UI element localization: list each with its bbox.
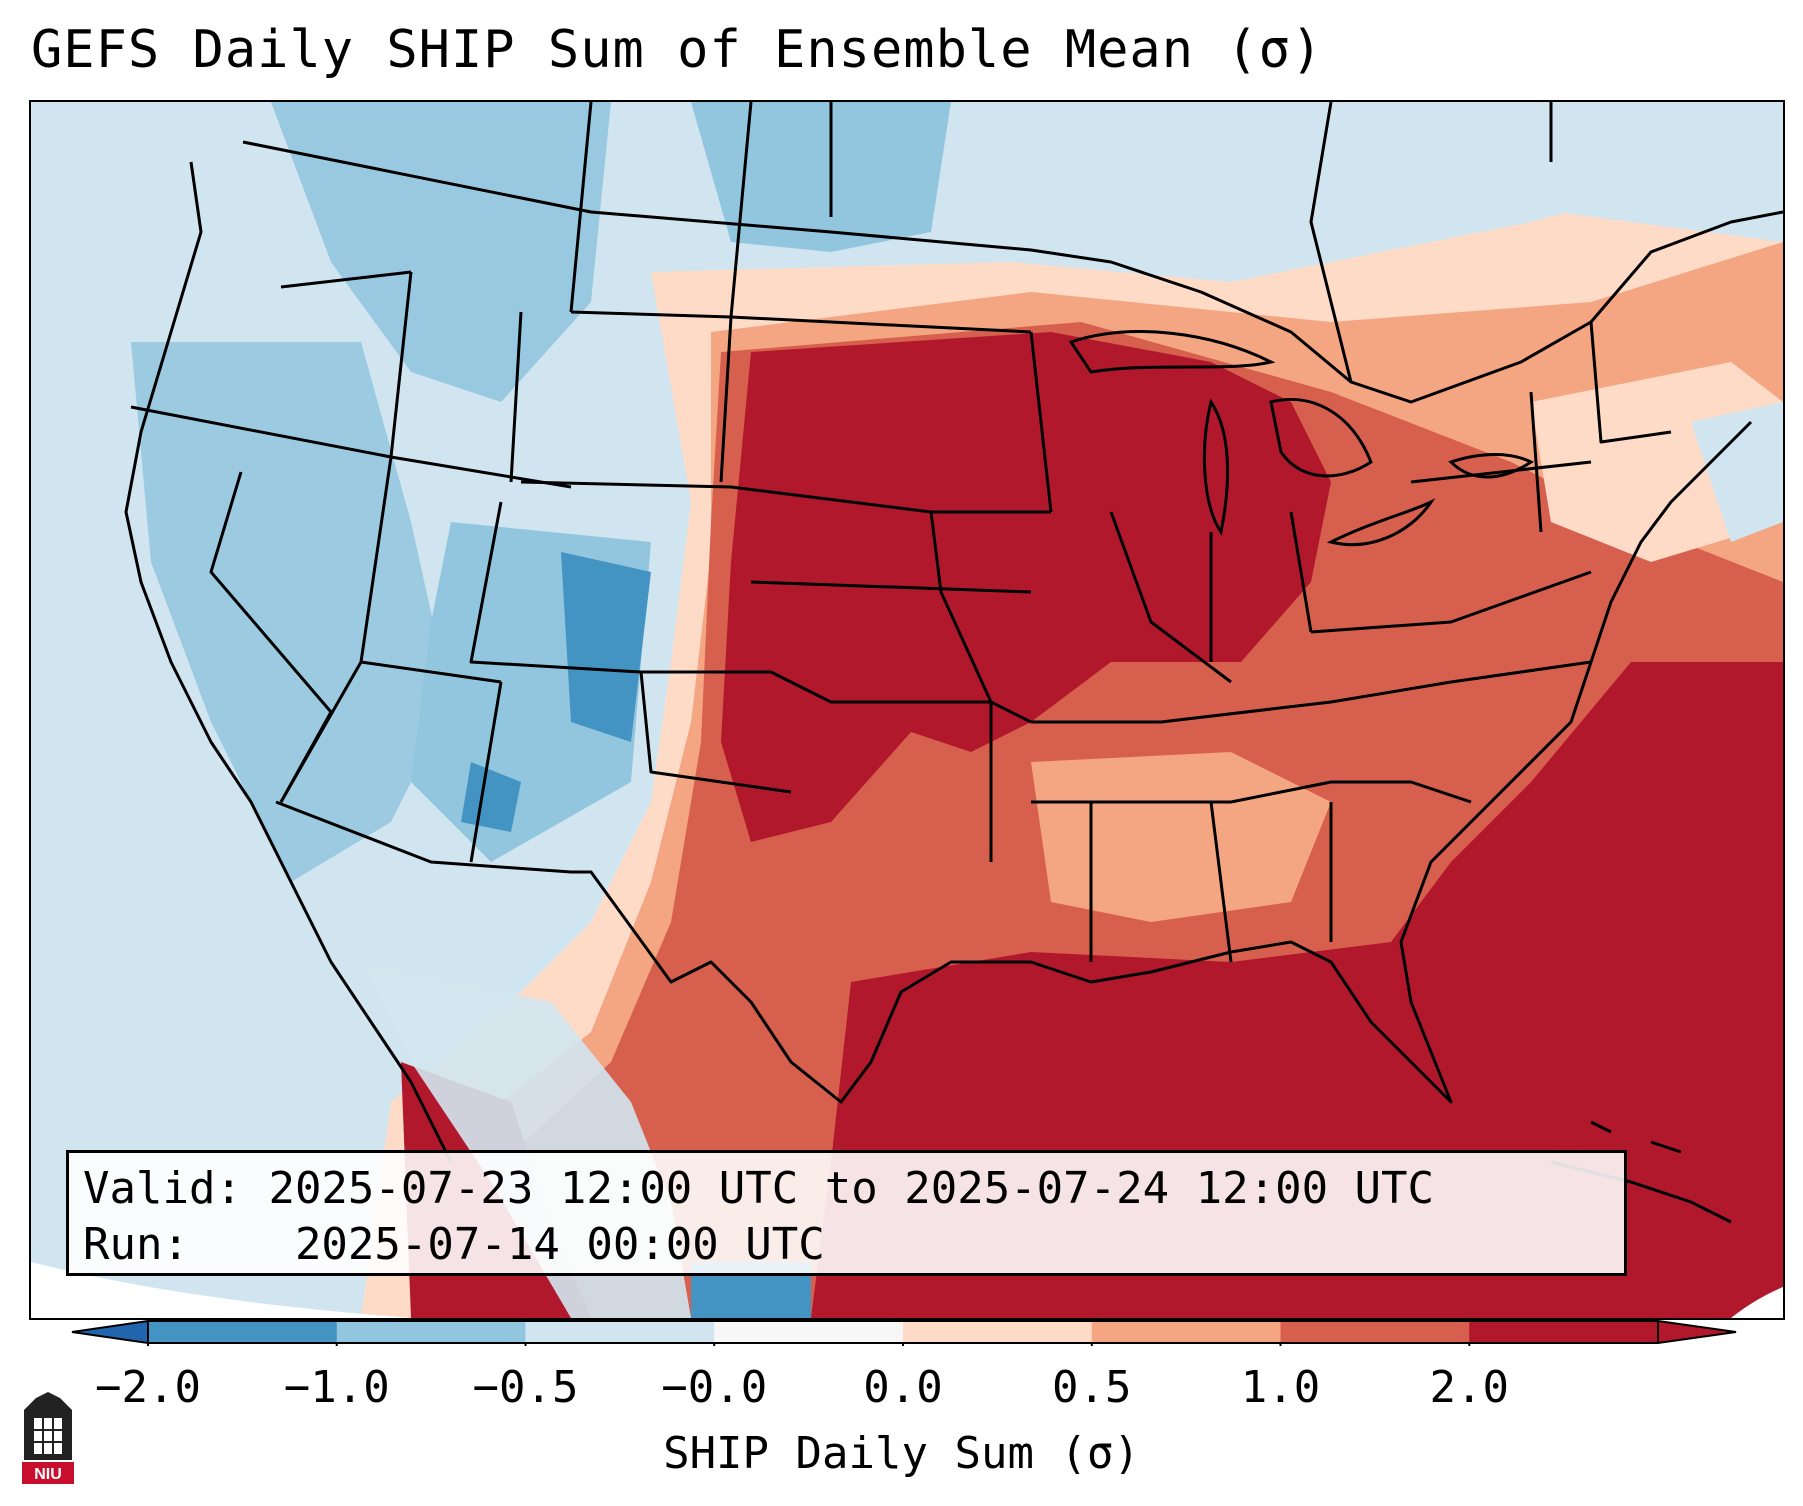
colorbar-segment [1091, 1321, 1281, 1343]
valid-value: 2025-07-23 12:00 UTC to 2025-07-24 12:00… [268, 1163, 1435, 1214]
colorbar-tick-label: −0.5 [472, 1362, 579, 1413]
run-label: Run: [83, 1219, 189, 1270]
colorbar-segment [1469, 1321, 1659, 1343]
colorbar-tick-label: −2.0 [95, 1362, 201, 1413]
colorbar-segment [903, 1321, 1093, 1343]
colorbar-tick-label: −0.0 [661, 1362, 768, 1413]
colorbar-segment [714, 1321, 904, 1343]
colorbar-over-triangle [1657, 1319, 1737, 1345]
run-value: 2025-07-14 00:00 UTC [294, 1219, 825, 1270]
map-panel [29, 100, 1785, 1320]
colorbar-segment [1280, 1321, 1470, 1343]
colorbar-segment [148, 1321, 338, 1343]
colorbar-segment [336, 1321, 526, 1343]
colorbar-under-triangle [71, 1319, 149, 1345]
niu-logo-text: NIU [34, 1466, 62, 1483]
niu-logo: NIU [22, 1392, 74, 1484]
ship-field-map [31, 102, 1783, 1318]
colorbar-tick-label: 2.0 [1429, 1362, 1509, 1413]
colorbar-tick-label: 1.0 [1240, 1362, 1321, 1413]
colorbar [71, 1319, 1737, 1346]
colorbar-label: SHIP Daily Sum (σ) [663, 1428, 1140, 1479]
colorbar-segment [525, 1321, 715, 1343]
colorbar-tick-label: −1.0 [283, 1362, 390, 1413]
colorbar-tick-label: 0.5 [1052, 1362, 1132, 1413]
valid-run-info-box: Valid: 2025-07-23 12:00 UTC to 2025-07-2… [66, 1150, 1627, 1276]
map-title: GEFS Daily SHIP Sum of Ensemble Mean (σ) [31, 20, 1324, 80]
valid-label: Valid: [83, 1163, 242, 1214]
colorbar-tick-label: 0.0 [863, 1362, 943, 1413]
